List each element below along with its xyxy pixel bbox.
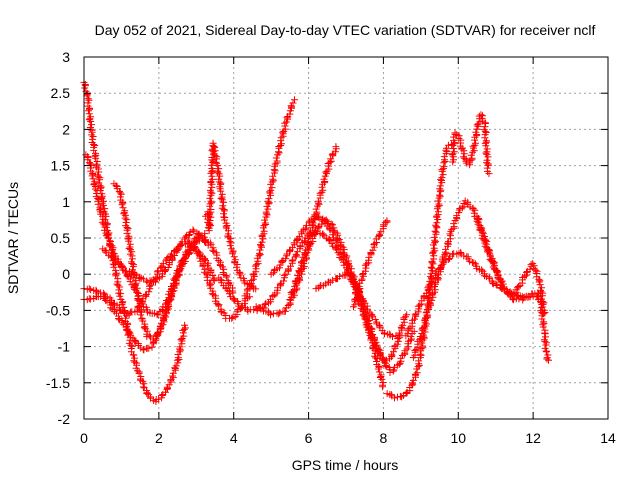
series-arc-18: [448, 111, 493, 178]
x-tick-label: 6: [305, 430, 313, 446]
x-axis-label: GPS time / hours: [292, 457, 399, 473]
series-arc-6: [99, 226, 212, 286]
chart-title: Day 052 of 2021, Sidereal Day-to-day VTE…: [95, 22, 596, 38]
y-tick-label: 3: [62, 49, 70, 65]
series-markers: [267, 212, 411, 366]
series-markers: [448, 111, 493, 178]
series-arc-19: [473, 212, 552, 364]
series-markers: [286, 143, 340, 304]
series-markers: [312, 271, 387, 391]
y-tick-label: -1: [58, 339, 71, 355]
series-arc-12: [286, 143, 340, 304]
y-tick-label: 0.5: [51, 230, 71, 246]
series-arc-16: [402, 249, 544, 340]
data-points: [80, 78, 552, 406]
y-tick-label: 1: [62, 194, 70, 210]
series-markers: [349, 217, 391, 311]
y-tick-label: -2: [58, 411, 71, 427]
x-tick-labels: 0 2 4 6 8 10 12 14: [80, 430, 616, 446]
y-tick-label: 2.5: [51, 85, 71, 101]
y-tick-label: -1.5: [46, 375, 70, 391]
y-tick-label: -0.5: [46, 302, 70, 318]
series-markers: [99, 226, 212, 286]
series-arc-13: [312, 271, 387, 391]
x-tick-label: 12: [525, 430, 541, 446]
series-markers: [241, 96, 298, 300]
x-tick-label: 14: [600, 430, 616, 446]
x-tick-label: 4: [230, 430, 238, 446]
series-arc-14: [349, 217, 391, 311]
series-markers: [110, 180, 218, 344]
series-arc-7: [202, 139, 260, 293]
series-arc-9: [241, 96, 298, 300]
series-arc-11: [267, 212, 411, 366]
y-tick-label: 1.5: [51, 158, 71, 174]
series-markers: [202, 139, 260, 293]
grid-lines: [84, 57, 608, 419]
y-tick-labels: -2 -1.5 -1 -0.5 0 0.5 1 1.5 2 2.5 3: [46, 49, 70, 427]
axis-ticks: [83, 56, 609, 420]
y-axis-label: SDTVAR / TECUs: [5, 182, 21, 294]
series-arc-5: [110, 180, 218, 344]
y-tick-label: 0: [62, 266, 70, 282]
x-tick-label: 10: [450, 430, 466, 446]
x-tick-label: 8: [380, 430, 388, 446]
y-tick-label: 2: [62, 121, 70, 137]
x-tick-label: 0: [80, 430, 88, 446]
series-markers: [402, 249, 544, 340]
x-tick-label: 2: [155, 430, 163, 446]
series-markers: [473, 212, 552, 364]
